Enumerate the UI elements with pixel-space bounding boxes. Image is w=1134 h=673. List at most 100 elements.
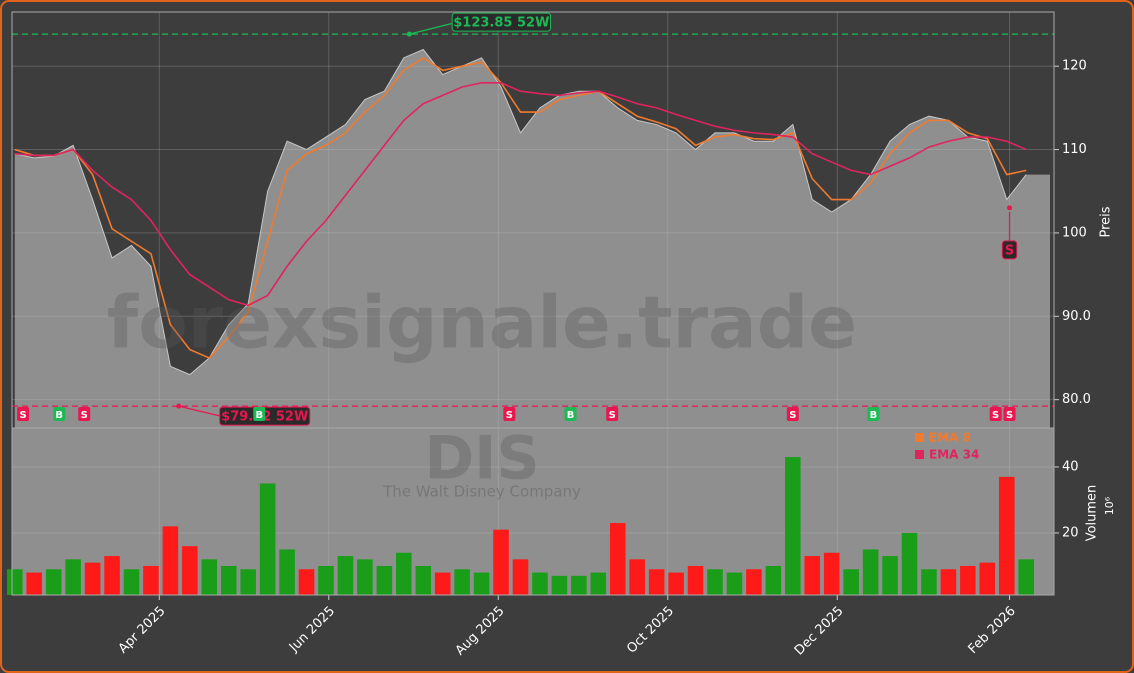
- signal-label: B: [255, 410, 263, 421]
- watermark: forexsignale.trade: [107, 281, 857, 365]
- volume-axis-title: Volumen: [1085, 485, 1100, 542]
- volume-bar: [960, 565, 976, 595]
- close-line: [14, 48, 1027, 376]
- signal-label: S: [20, 410, 27, 421]
- volume-bar: [279, 549, 295, 595]
- volume-bar: [746, 569, 762, 595]
- y-tick-label: 40: [1062, 459, 1079, 474]
- signal-label: S: [81, 410, 88, 421]
- volume-bar: [765, 565, 782, 595]
- annotation-arrow: [409, 21, 458, 35]
- volume-bar: [707, 569, 723, 595]
- signal-label: S: [789, 410, 796, 421]
- y-axis-title: Preis: [1099, 206, 1114, 237]
- volume-bar: [201, 559, 218, 595]
- signal-label: S: [609, 410, 616, 421]
- signal-marker: [564, 407, 577, 421]
- volume-bar: [259, 483, 276, 595]
- volume-multiplier: 10⁶: [1103, 496, 1116, 515]
- y-tick-label: 110: [1062, 142, 1087, 157]
- signal-marker: [606, 407, 619, 421]
- volume-bar: [590, 572, 607, 595]
- signal-label: B: [567, 410, 575, 421]
- annotation-label: S: [1005, 243, 1014, 258]
- close-area: [14, 49, 1050, 429]
- volume-bar: [609, 523, 626, 595]
- volume-bar: [84, 562, 101, 595]
- signal-marker: [503, 407, 516, 421]
- volume-bar: [998, 476, 1015, 595]
- volume-bar: [45, 569, 62, 595]
- volume-bar: [1018, 559, 1034, 595]
- volume-bar: [823, 552, 840, 595]
- volume-bar: [979, 562, 996, 595]
- volume-bar: [396, 552, 412, 595]
- volume-bar: [512, 559, 529, 595]
- volume-bar: [143, 565, 159, 595]
- volume-bar: [785, 457, 801, 595]
- volume-bar: [376, 565, 393, 595]
- annotation-point: [1007, 205, 1013, 211]
- volume-bar: [473, 572, 490, 595]
- volume-bar: [298, 569, 315, 595]
- signal-label: B: [55, 410, 63, 421]
- volume-bar: [921, 569, 937, 595]
- annotation-label: $123.85 52W: [453, 16, 549, 31]
- volume-bar: [6, 569, 23, 595]
- ema-line: [14, 56, 1027, 359]
- signal-label: S: [506, 410, 513, 421]
- annotation-box: [1001, 240, 1018, 260]
- y-tick-label: 120: [1062, 59, 1087, 74]
- signal-marker: [786, 407, 799, 421]
- volume-bar: [532, 572, 548, 595]
- volume-bar: [337, 556, 354, 595]
- signal-marker: [867, 407, 880, 421]
- signal-marker: [78, 407, 91, 421]
- signal-marker: [1003, 407, 1016, 421]
- signal-marker: [53, 407, 66, 421]
- company: The Walt Disney Company: [382, 483, 581, 501]
- volume-bar: [182, 546, 198, 595]
- volume-bar: [668, 572, 684, 595]
- ticker: DIS: [424, 424, 539, 494]
- volume-bar: [551, 575, 568, 595]
- annotation-point: [176, 403, 182, 409]
- legend-label: EMA 34: [929, 448, 979, 462]
- volume-bar: [454, 569, 470, 595]
- volume-bar: [26, 572, 43, 595]
- y-tick-label: 80.0: [1062, 392, 1091, 407]
- signal-label: S: [1006, 410, 1013, 421]
- volume-bar: [415, 565, 432, 595]
- volume-bar: [862, 549, 879, 595]
- volume-bar: [240, 569, 256, 595]
- y-tick-label: 100: [1062, 225, 1087, 240]
- signal-marker: [17, 407, 30, 421]
- annotation-point: [406, 31, 412, 37]
- volume-bar: [901, 532, 918, 595]
- signal-label: B: [870, 410, 878, 421]
- ema-line: [14, 82, 1027, 307]
- volume-bar: [726, 572, 743, 595]
- volume-bar: [123, 569, 140, 595]
- volume-bar: [65, 559, 81, 595]
- y-tick-label: 90.0: [1062, 309, 1091, 324]
- volume-bar: [434, 572, 451, 595]
- signal-marker: [989, 407, 1002, 421]
- volume-bar: [220, 565, 237, 595]
- y-tick-label: 20: [1062, 525, 1079, 540]
- signal-label: S: [992, 410, 999, 421]
- panel-border: [11, 427, 1055, 596]
- volume-bar: [318, 565, 334, 595]
- legend-label: EMA 8: [929, 431, 971, 445]
- volume-bar: [571, 575, 587, 595]
- volume-bar: [629, 559, 645, 595]
- annotation-arrow: [178, 405, 221, 417]
- signal-marker: [253, 407, 266, 421]
- volume-bar: [648, 569, 665, 595]
- volume-bar: [493, 529, 509, 595]
- annotation-box: [451, 12, 552, 32]
- volume-bar: [357, 559, 373, 595]
- volume-bar: [804, 556, 821, 595]
- volume-bar: [162, 526, 179, 595]
